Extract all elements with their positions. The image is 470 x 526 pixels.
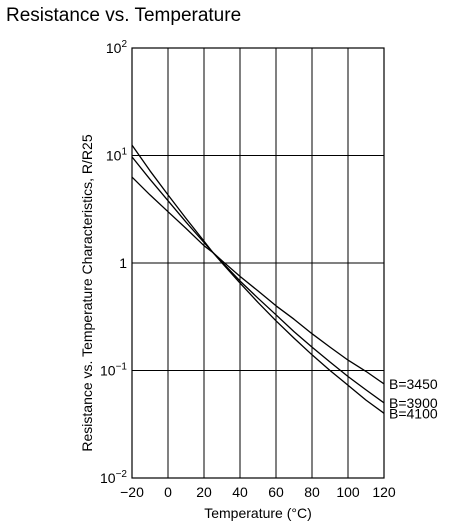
x-axis-label: Temperature (°C) [204,505,312,521]
x-tick-label: −20 [120,484,144,500]
x-tick-labels: −20 0 20 40 60 80 100 120 [120,484,396,500]
legend-label: B=3900 [389,395,438,411]
legend-label: B=4100 [389,405,438,421]
grid [131,47,385,479]
y-tick-labels: 10−2 10−1 1 101 102 [100,39,127,486]
y-tick-label: 1 [119,255,127,271]
plot-frame [131,47,385,479]
chart-title: Resistance vs. Temperature [6,5,242,26]
y-axis-label: Resistance vs. Temperature Characteristi… [79,134,95,451]
x-tick-label: 80 [304,484,320,500]
y-tick-label: 102 [106,39,128,56]
y-tick-label: 10−1 [100,362,127,379]
legend-label: B=3450 [389,376,438,392]
x-tick-label: 0 [164,484,172,500]
x-tick-label: 60 [268,484,284,500]
x-tick-label: 120 [372,484,396,500]
curves [131,144,385,414]
series-line [131,144,385,414]
series-line [131,156,385,404]
x-tick-label: 20 [196,484,212,500]
y-tick-label: 10−2 [100,469,127,486]
x-tick-label: 100 [336,484,360,500]
x-tick-label: 40 [232,484,248,500]
y-tick-label: 101 [106,147,128,164]
series-line [131,176,385,385]
